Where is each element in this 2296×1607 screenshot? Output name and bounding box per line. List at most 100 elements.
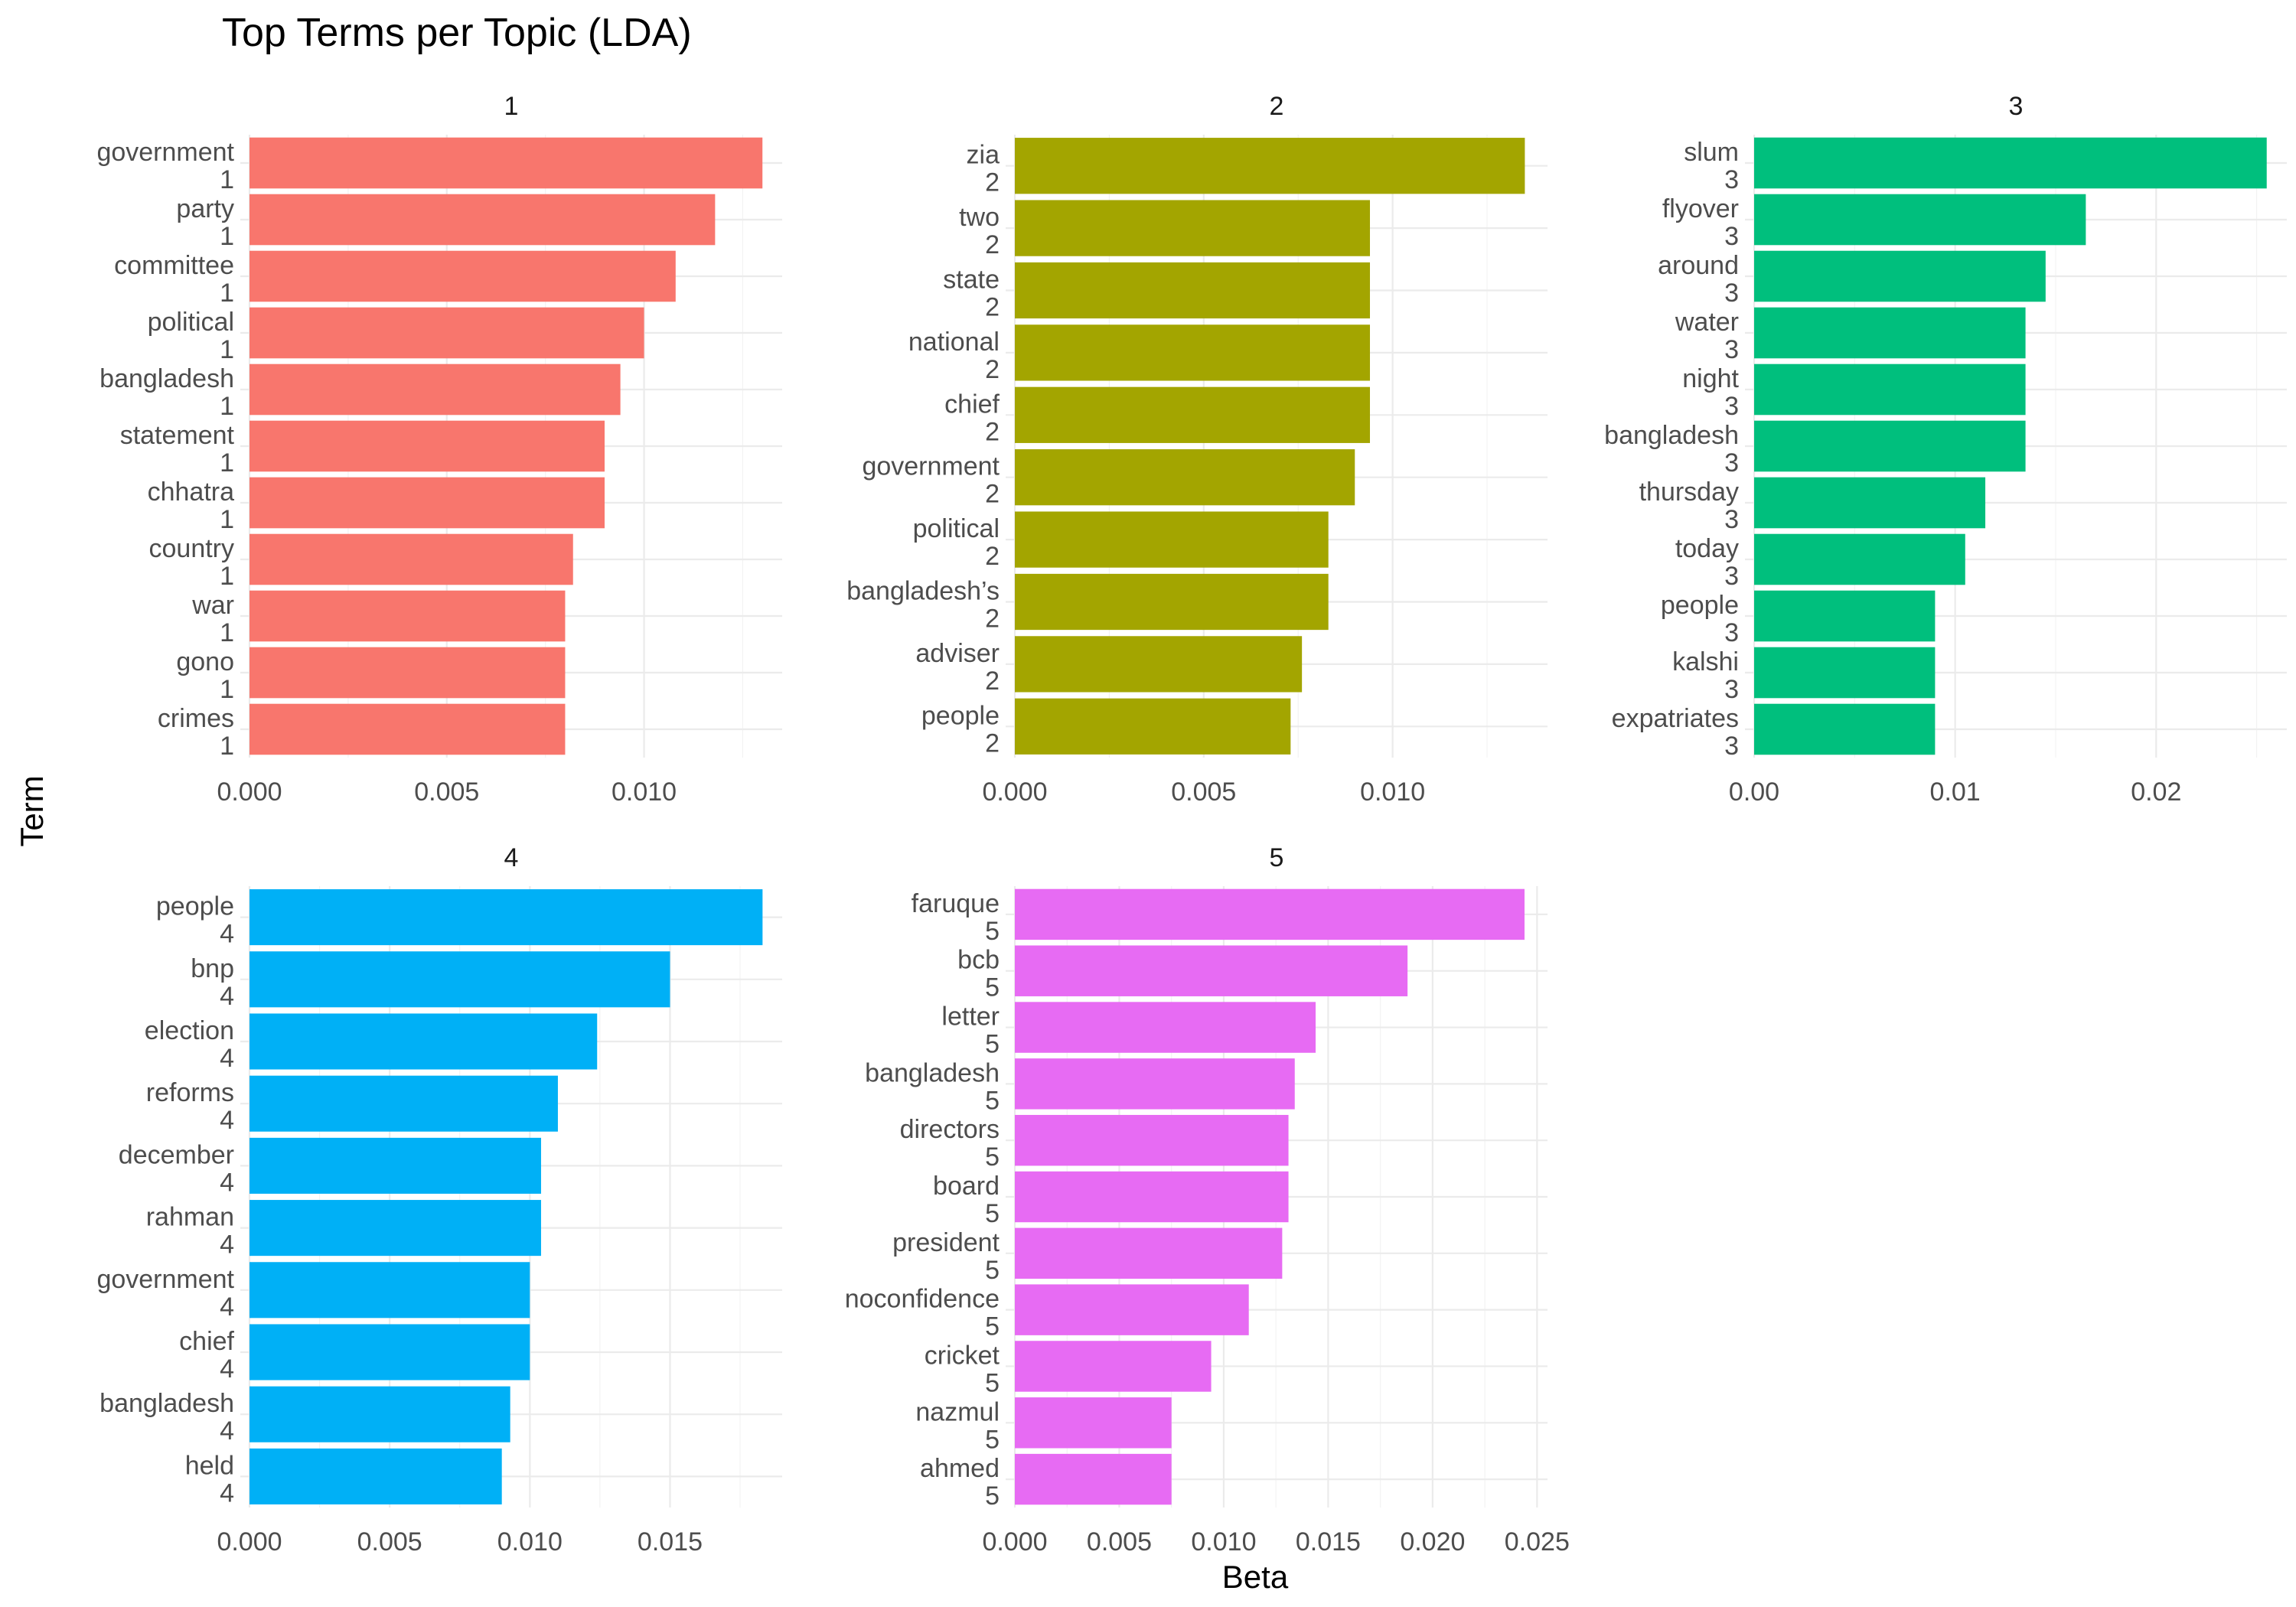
facet-strip-label: 3 <box>2009 92 2024 121</box>
x-tick-label: 0.010 <box>1191 1527 1256 1556</box>
y-tick-topic: 1 <box>220 618 234 647</box>
x-tick-label: 0.015 <box>638 1527 703 1556</box>
y-tick-term: bnp <box>191 954 234 983</box>
bar-topic-2-zia <box>1015 138 1525 194</box>
y-tick-term: people <box>1661 591 1739 620</box>
facet-strip-label: 1 <box>504 92 519 121</box>
bar-topic-2-state <box>1015 262 1370 319</box>
bar-topic-1-party <box>249 194 716 246</box>
facet-strip-label: 4 <box>504 843 519 872</box>
y-tick-term: flyover <box>1662 194 1739 223</box>
y-tick-topic: 3 <box>1724 675 1739 704</box>
y-tick-term: bangladesh <box>1604 421 1739 450</box>
facet-panel-5: faruque5bcb5letter5bangladesh5directors5… <box>845 843 1570 1556</box>
y-tick-topic: 1 <box>220 335 234 364</box>
y-tick-topic: 4 <box>220 1044 234 1073</box>
bar-topic-1-chhatra <box>249 477 605 529</box>
y-tick-topic: 5 <box>985 1368 1000 1397</box>
y-tick-topic: 4 <box>220 1231 234 1260</box>
y-tick-topic: 1 <box>220 562 234 591</box>
y-tick-term: chief <box>944 390 1000 419</box>
y-tick-topic: 2 <box>985 293 1000 322</box>
bar-topic-2-adviser <box>1015 636 1303 693</box>
bar-topic-3-slum <box>1754 137 2267 189</box>
y-tick-topic: 1 <box>220 505 234 534</box>
y-tick-term: expatriates <box>1612 704 1739 733</box>
y-tick-term: people <box>156 892 234 921</box>
bar-topic-1-political <box>249 307 644 359</box>
x-tick-label: 0.010 <box>1360 777 1425 807</box>
y-tick-term: zia <box>967 141 1000 170</box>
y-tick-term: held <box>185 1451 234 1480</box>
y-tick-topic: 3 <box>1724 618 1739 647</box>
bar-topic-2-political <box>1015 511 1329 568</box>
chart-title: Top Terms per Topic (LDA) <box>222 11 692 55</box>
bar-topic-5-letter <box>1015 1002 1316 1053</box>
bar-topic-1-committee <box>249 250 676 302</box>
y-tick-term: president <box>892 1228 1000 1257</box>
y-tick-topic: 3 <box>1724 279 1739 308</box>
bar-topic-2-bangladesh’s <box>1015 573 1329 631</box>
y-tick-topic: 1 <box>220 732 234 761</box>
bar-topic-4-rahman <box>249 1200 541 1257</box>
bar-topic-3-today <box>1754 533 1965 585</box>
bar-topic-4-chief <box>249 1324 530 1380</box>
x-tick-label: 0.010 <box>497 1527 563 1556</box>
bar-topic-5-noconfidence <box>1015 1284 1249 1335</box>
y-tick-term: board <box>933 1172 1000 1201</box>
y-tick-term: state <box>943 266 1000 295</box>
x-tick-label: 0.020 <box>1400 1527 1465 1556</box>
bar-topic-2-chief <box>1015 386 1370 443</box>
y-tick-term: committee <box>114 251 234 280</box>
facet-panel-3: slum3flyover3around3water3night3banglade… <box>1604 92 2287 807</box>
y-tick-topic: 4 <box>220 1478 234 1508</box>
y-tick-term: around <box>1658 251 1739 280</box>
bar-topic-1-war <box>249 590 566 642</box>
bar-topic-1-crimes <box>249 703 566 755</box>
y-tick-term: kalshi <box>1672 647 1739 676</box>
y-tick-term: bangladesh’s <box>846 577 1000 606</box>
bar-topic-4-december <box>249 1137 541 1194</box>
y-tick-topic: 5 <box>985 1199 1000 1228</box>
y-tick-topic: 3 <box>1724 392 1739 421</box>
y-tick-term: government <box>96 1265 234 1294</box>
bar-topic-3-flyover <box>1754 194 2086 246</box>
x-tick-label: 0.005 <box>357 1527 422 1556</box>
y-tick-term: party <box>176 194 234 223</box>
y-tick-term: bangladesh <box>99 1389 234 1418</box>
x-tick-label: 0.025 <box>1505 1527 1570 1556</box>
bar-topic-3-kalshi <box>1754 647 1936 699</box>
bar-topic-4-reforms <box>249 1075 558 1132</box>
y-tick-term: chief <box>179 1327 234 1356</box>
x-tick-label: 0.005 <box>1171 777 1236 807</box>
bar-topic-5-directors <box>1015 1114 1289 1166</box>
y-tick-term: government <box>96 138 234 167</box>
y-tick-term: water <box>1675 308 1739 337</box>
facet-panel-2: zia2two2state2national2chief2government2… <box>846 92 1548 807</box>
bar-topic-3-water <box>1754 307 2026 359</box>
y-tick-topic: 5 <box>985 1482 1000 1511</box>
y-tick-topic: 1 <box>220 675 234 704</box>
y-tick-topic: 2 <box>985 605 1000 634</box>
y-tick-topic: 3 <box>1724 165 1739 194</box>
y-tick-topic: 3 <box>1724 505 1739 534</box>
bar-topic-3-bangladesh <box>1754 420 2026 472</box>
y-tick-topic: 1 <box>220 448 234 478</box>
bar-topic-1-statement <box>249 420 605 472</box>
x-tick-label: 0.00 <box>1729 777 1779 807</box>
bar-topic-3-people <box>1754 590 1936 642</box>
bar-topic-2-two <box>1015 200 1370 256</box>
y-tick-term: political <box>913 514 1000 543</box>
y-tick-topic: 5 <box>985 1256 1000 1285</box>
x-tick-label: 0.000 <box>217 777 282 807</box>
facet-panel-4: people4bnp4election4reforms4december4rah… <box>96 843 782 1556</box>
y-tick-term: two <box>959 203 1000 232</box>
y-tick-topic: 2 <box>985 480 1000 509</box>
y-tick-topic: 1 <box>220 279 234 308</box>
y-tick-topic: 4 <box>220 1106 234 1135</box>
y-tick-topic: 4 <box>220 1354 234 1384</box>
bar-topic-5-ahmed <box>1015 1453 1172 1505</box>
bar-topic-4-held <box>249 1448 502 1504</box>
x-tick-label: 0.010 <box>612 777 677 807</box>
bar-topic-5-board <box>1015 1171 1289 1223</box>
